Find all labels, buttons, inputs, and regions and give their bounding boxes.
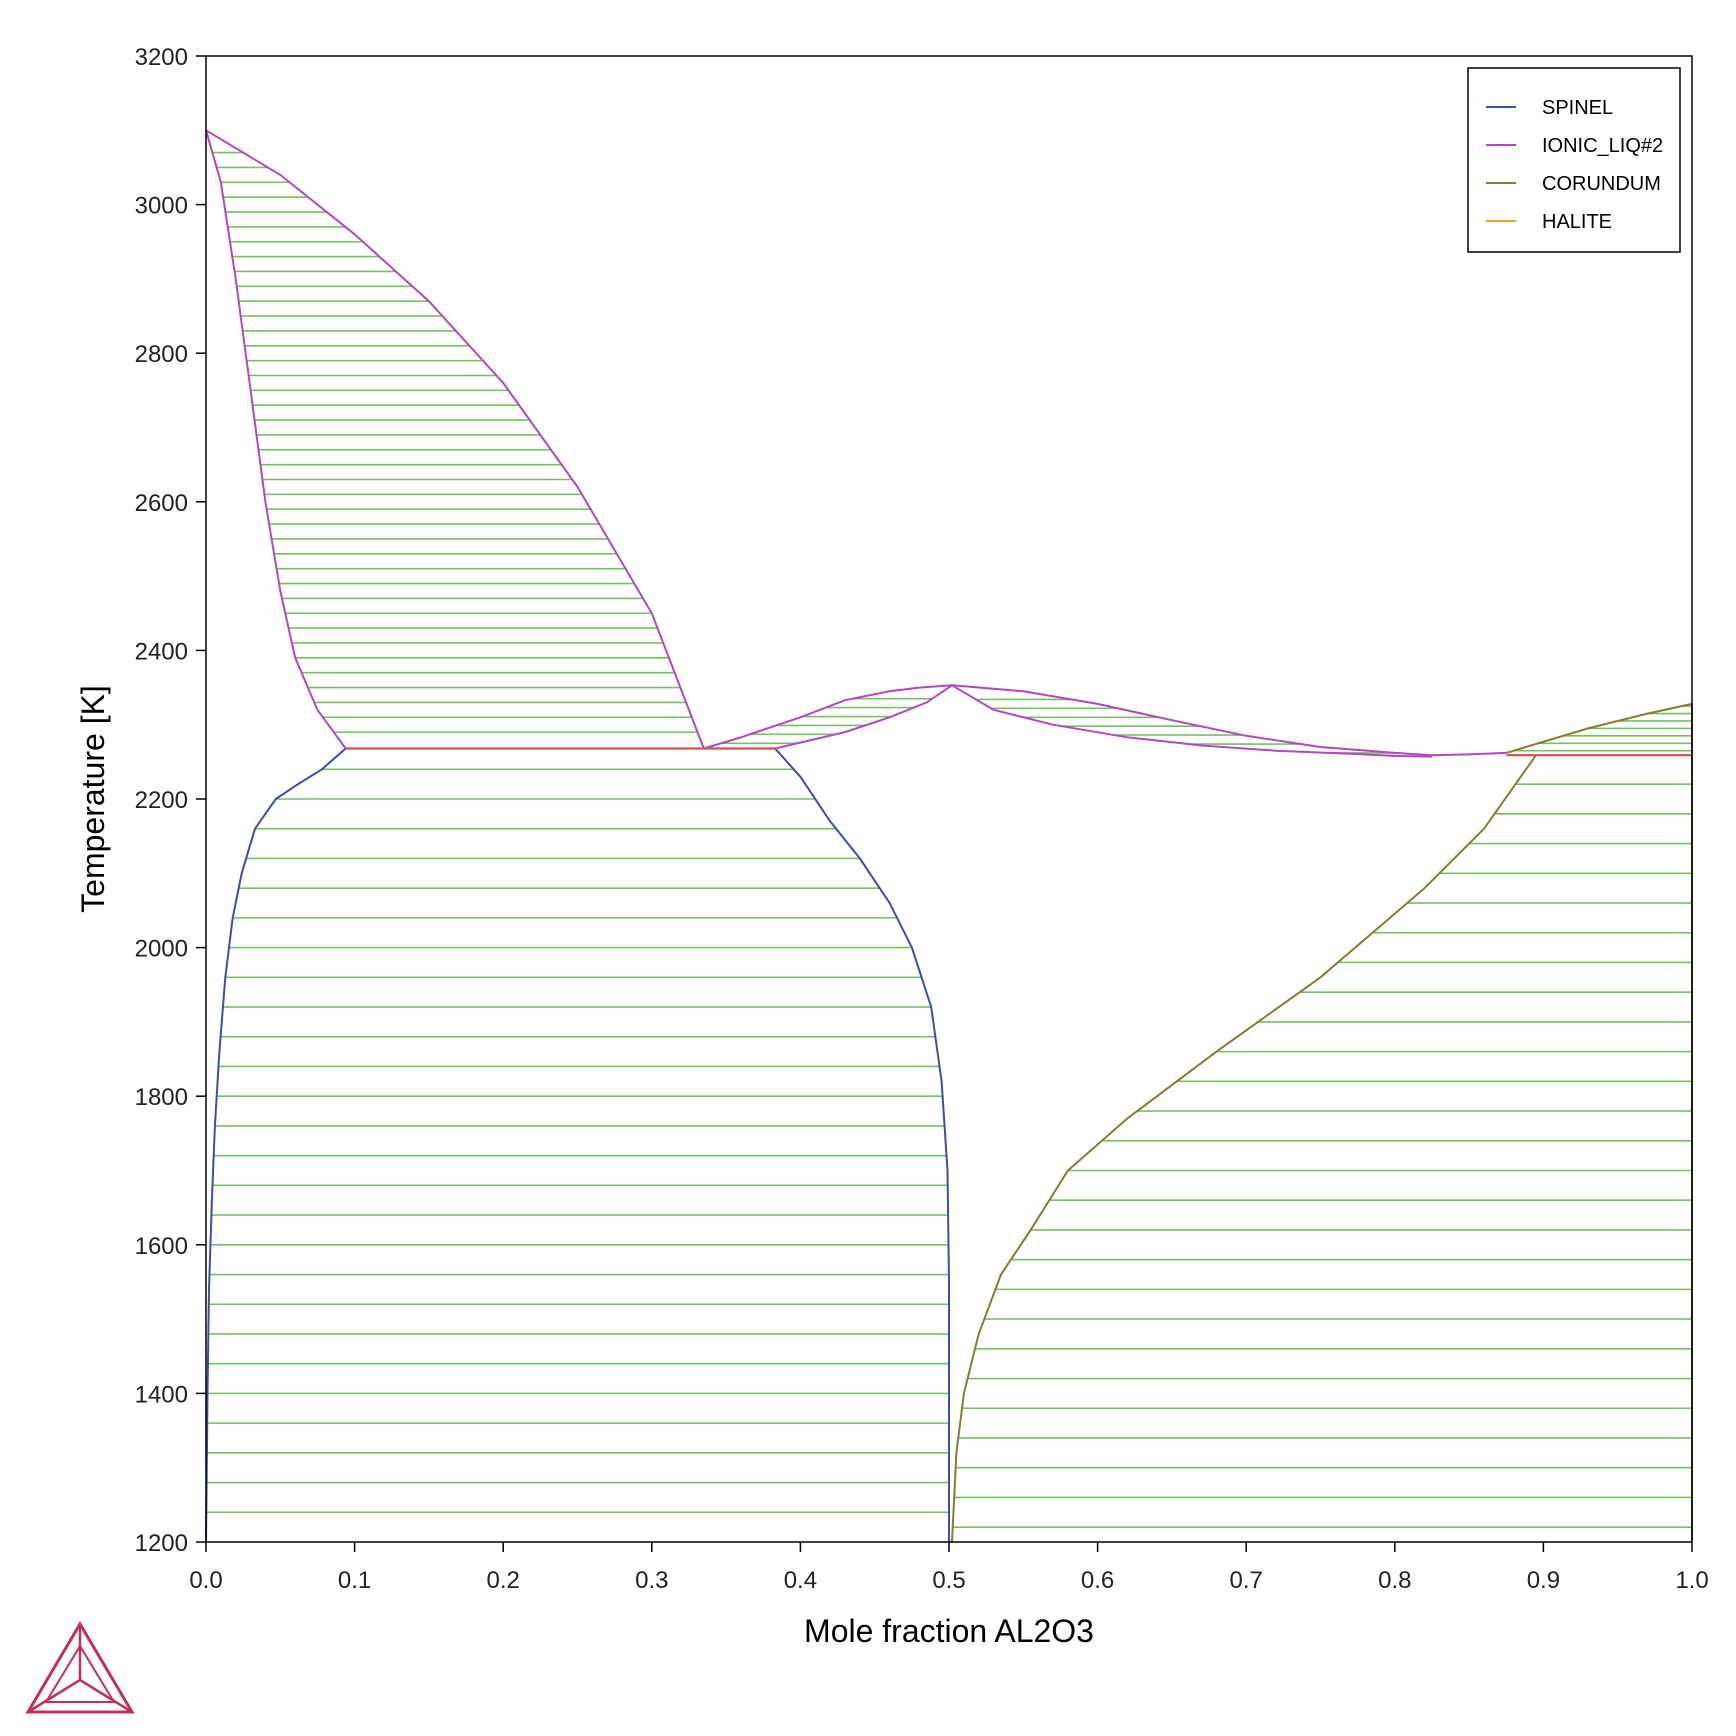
y-tick-label: 2200	[135, 787, 188, 814]
legend-label-halite: HALITE	[1542, 211, 1612, 233]
x-axis: 0.0 0.1 0.2 0.3 0.4 0.5 0.6 0.7 0.8 0.9 1.0	[189, 1542, 1709, 1594]
legend-label-ionic_liq: IONIC_LIQ#2	[1542, 135, 1663, 157]
y-tick-label: 3000	[135, 193, 188, 220]
y-tick-label: 2600	[135, 490, 188, 517]
x-axis-title: Mole fraction AL2O3	[804, 1613, 1094, 1649]
series-line-spinel-1	[774, 747, 950, 1542]
legend-label-corundum: CORUNDUM	[1542, 173, 1661, 195]
series-line-corundum-0	[951, 754, 1537, 1543]
y-tick-label: 3200	[135, 44, 188, 71]
x-tick-label: 0.7	[1230, 1567, 1263, 1594]
x-tick-label: 0.9	[1527, 1567, 1560, 1594]
series-line-ionic_liq-0	[205, 130, 347, 750]
y-tick-label: 1200	[135, 1530, 188, 1557]
x-tick-label: 0.4	[784, 1567, 817, 1594]
x-tick-label: 0.2	[487, 1567, 520, 1594]
series-line-spinel-0	[205, 747, 347, 1543]
x-tick-label: 0.8	[1378, 1567, 1411, 1594]
x-tick-label: 0.3	[635, 1567, 668, 1594]
series-line-ionic_liq-5	[951, 684, 1433, 758]
invariant-lines-layer	[345, 747, 1692, 757]
y-tick-label: 1600	[135, 1233, 188, 1260]
series-line-ionic_liq-1	[205, 129, 705, 749]
legend: SPINEL IONIC_LIQ#2 CORUNDUM HALITE	[1467, 67, 1681, 253]
thermo-calc-logo-icon	[25, 1621, 135, 1714]
phase-boundary-layer	[205, 129, 1693, 1543]
tielines-layer	[206, 151, 1692, 1528]
x-tick-label: 0.1	[338, 1567, 371, 1594]
series-line-ionic_liq-2	[703, 684, 953, 750]
x-tick-label: 1.0	[1675, 1567, 1708, 1594]
y-axis-title: Temperature [K]	[75, 685, 111, 913]
series-line-corundum-1	[1506, 702, 1693, 754]
y-tick-label: 2000	[135, 936, 188, 963]
y-tick-label: 2400	[135, 638, 188, 665]
x-tick-label: 0.6	[1081, 1567, 1114, 1594]
legend-label-spinel: SPINEL	[1542, 97, 1613, 119]
x-tick-label: 0.5	[932, 1567, 965, 1594]
y-tick-label: 1800	[135, 1084, 188, 1111]
series-line-ionic_liq-4	[951, 684, 1507, 757]
y-tick-label: 2800	[135, 341, 188, 368]
y-tick-label: 1400	[135, 1381, 188, 1408]
series-line-ionic_liq-3	[774, 684, 953, 750]
y-axis: 1200 1400 1600 1800 2000 2200 2400 2600 2800 3000…	[135, 44, 206, 1557]
x-tick-label: 0.0	[189, 1567, 222, 1594]
